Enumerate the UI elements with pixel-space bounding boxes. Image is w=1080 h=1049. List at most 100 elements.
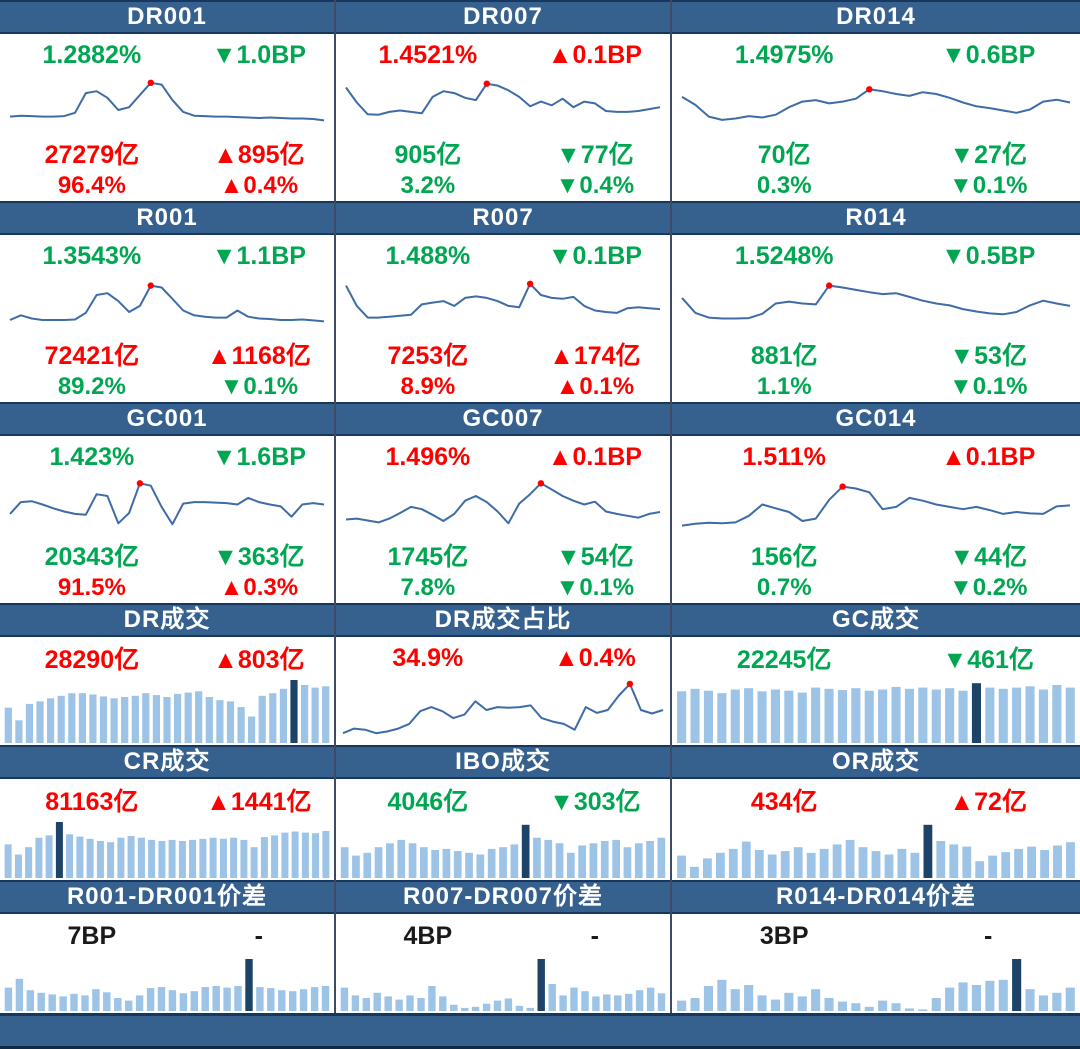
volume-change: ▼27亿 [949,141,1027,169]
spread-change: - [984,921,993,950]
rate-sparkline-chart [678,276,1074,331]
rate-stats-row: 1.5248% ▼0.5BP [672,235,1080,275]
panel-title: GC成交 [832,606,920,633]
panel-body: 3BP - [672,914,1080,1013]
panel-header: R014-DR014价差 [672,880,1080,914]
share-value: 8.9% [400,373,456,400]
volume-chart [675,677,1077,743]
panel-body: 1.3543% ▼1.1BP 72421亿 ▲1168亿 89.2% ▼0.1% [0,235,334,402]
panel-header: DR001 [0,0,334,34]
rate-value: 1.488% [385,241,471,270]
panel-header: GC014 [672,402,1080,436]
panel-body: 434亿 ▲72亿 [672,779,1080,880]
volume-stats-row: 905亿 ▼77亿 [336,135,670,171]
panel-value: 28290亿 [44,646,140,674]
footer-bar [0,1013,1080,1049]
volume-change: ▼53亿 [949,342,1027,370]
share-value: 3.2% [400,172,456,199]
spread-value: 7BP [67,921,117,950]
panel-r014: R014 1.5248% ▼0.5BP 881亿 ▼53亿 1.1% ▼0.1% [672,201,1080,402]
value-stats-row: 4046亿 ▼303亿 [336,779,670,819]
share-stats-row: 91.5% ▲0.3% [0,573,334,603]
volume-stats-row: 70亿 ▼27亿 [672,135,1080,171]
value-stats-row: 81163亿 ▲1441亿 [0,779,334,819]
share-change: ▲0.1% [555,373,635,400]
share-stats-row: 7.8% ▼0.1% [336,573,670,603]
share-stats-row: 8.9% ▲0.1% [336,372,670,402]
volume-value: 20343亿 [44,543,140,571]
panel-title: OR成交 [832,748,920,775]
panel-value: 434亿 [750,788,818,816]
volume-chart [339,819,667,878]
panel-header: IBO成交 [336,745,670,779]
rate-stats-row: 1.511% ▲0.1BP [672,436,1080,476]
panel-gc007: GC007 1.496% ▲0.1BP 1745亿 ▼54亿 7.8% ▼0.1… [336,402,672,603]
spread-change: - [254,921,263,950]
rate-stats-row: 1.4521% ▲0.1BP [336,34,670,74]
panel-body: 1.4521% ▲0.1BP 905亿 ▼77亿 3.2% ▼0.4% [336,34,670,201]
volume-change: ▼44亿 [949,543,1027,571]
panel-title: CR成交 [123,748,211,775]
rate-sparkline-chart [6,276,328,331]
panel-change: ▲0.4% [553,643,636,672]
share-change: ▼0.1% [948,373,1028,400]
rate-stats-row: 1.488% ▼0.1BP [336,235,670,275]
panel-r001: R001 1.3543% ▼1.1BP 72421亿 ▲1168亿 89.2% … [0,201,336,402]
spread-chart [3,956,331,1011]
share-value: 89.2% [57,373,126,400]
panel-change: ▼461亿 [942,646,1034,674]
volume-stats-row: 881亿 ▼53亿 [672,336,1080,372]
panel-r007-dr007-spread: R007-DR007价差 4BP - [336,880,672,1013]
panel-dr001: DR001 1.2882% ▼1.0BP 27279亿 ▲895亿 96.4% … [0,0,336,201]
share-stats-row: 3.2% ▼0.4% [336,171,670,201]
share-change: ▼0.1% [555,574,635,601]
panel-change: ▲1441亿 [206,788,312,816]
panel-title: DR成交占比 [434,606,572,633]
rate-change: ▼0.6BP [941,40,1036,69]
panel-header: GC007 [336,402,670,436]
spread-stats-row: 4BP - [336,914,670,956]
rate-stats-row: 1.2882% ▼1.0BP [0,34,334,74]
panel-title: GC014 [835,405,917,432]
panel-dr-volume: DR成交 28290亿 ▲803亿 [0,603,336,745]
spread-chart [339,956,667,1011]
panel-body: 4046亿 ▼303亿 [336,779,670,880]
rate-stats-row: 1.4975% ▼0.6BP [672,34,1080,74]
volume-stats-row: 27279亿 ▲895亿 [0,135,334,171]
panel-r001-dr001-spread: R001-DR001价差 7BP - [0,880,336,1013]
panel-dr-volume-share: DR成交占比 34.9% ▲0.4% [336,603,672,745]
panel-title: DR014 [836,3,916,30]
volume-value: 1745亿 [387,543,469,571]
share-value: 96.4% [57,172,126,199]
panel-body: 81163亿 ▲1441亿 [0,779,334,880]
volume-chart [3,677,331,743]
volume-chart [675,819,1077,878]
spread-value: 3BP [759,921,809,950]
rate-change: ▼1.0BP [211,40,306,69]
spread-change: - [590,921,599,950]
panel-title: R014 [845,204,907,231]
panel-title: R014-DR014价差 [775,883,977,910]
panel-r014-dr014-spread: R014-DR014价差 3BP - [672,880,1080,1013]
rate-stats-row: 1.423% ▼1.6BP [0,436,334,476]
rate-change: ▼1.6BP [211,442,306,471]
panel-change: ▲803亿 [213,646,305,674]
panel-gc-volume: GC成交 22245亿 ▼461亿 [672,603,1080,745]
panel-ibo-volume: IBO成交 4046亿 ▼303亿 [336,745,672,880]
share-stats-row: 0.7% ▼0.2% [672,573,1080,603]
panel-title: DR007 [463,3,543,30]
share-stats-row: 96.4% ▲0.4% [0,171,334,201]
rate-value: 1.4521% [378,40,478,69]
panel-body: 34.9% ▲0.4% [336,637,670,745]
panel-change: ▼303亿 [549,788,641,816]
share-stats-row: 1.1% ▼0.1% [672,372,1080,402]
volume-chart [339,677,667,743]
volume-value: 70亿 [757,141,811,169]
panel-title: R001-DR001价差 [66,883,268,910]
panel-header: R007 [336,201,670,235]
volume-value: 72421亿 [44,342,140,370]
share-change: ▲0.3% [219,574,299,601]
panel-title: R007 [472,204,534,231]
share-value: 0.3% [756,172,812,199]
